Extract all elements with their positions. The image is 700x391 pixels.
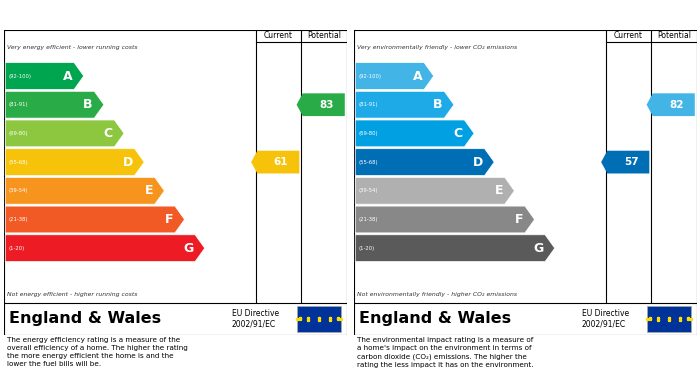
Polygon shape	[5, 91, 104, 118]
Text: Not energy efficient - higher running costs: Not energy efficient - higher running co…	[7, 292, 137, 297]
Text: Potential: Potential	[307, 31, 341, 41]
Text: (92-100): (92-100)	[8, 74, 32, 79]
Text: Very energy efficient - lower running costs: Very energy efficient - lower running co…	[7, 45, 138, 50]
Text: C: C	[454, 127, 463, 140]
Text: (81-91): (81-91)	[8, 102, 28, 107]
Text: Current: Current	[264, 31, 293, 41]
Polygon shape	[5, 178, 164, 204]
Text: (21-38): (21-38)	[8, 217, 28, 222]
Text: B: B	[83, 98, 92, 111]
Polygon shape	[251, 151, 300, 174]
Text: 61: 61	[274, 157, 288, 167]
Bar	[297, 306, 342, 332]
Text: 57: 57	[624, 157, 638, 167]
Polygon shape	[355, 206, 535, 233]
Text: The energy efficiency rating is a measure of the
overall efficiency of a home. T: The energy efficiency rating is a measur…	[7, 337, 188, 367]
Text: England & Wales: England & Wales	[8, 312, 161, 326]
Polygon shape	[5, 149, 144, 176]
Text: Energy Efficiency Rating: Energy Efficiency Rating	[8, 9, 153, 22]
Text: EU Directive
2002/91/EC: EU Directive 2002/91/EC	[582, 309, 629, 329]
Polygon shape	[355, 235, 554, 262]
Text: F: F	[164, 213, 173, 226]
Text: E: E	[494, 184, 503, 197]
Text: C: C	[104, 127, 113, 140]
Text: England & Wales: England & Wales	[358, 312, 511, 326]
Text: 83: 83	[319, 100, 334, 110]
Polygon shape	[355, 91, 454, 118]
Text: Very environmentally friendly - lower CO₂ emissions: Very environmentally friendly - lower CO…	[357, 45, 517, 50]
Text: (69-80): (69-80)	[358, 131, 378, 136]
Text: Environmental Impact (CO₂) Rating: Environmental Impact (CO₂) Rating	[358, 9, 566, 22]
Text: A: A	[413, 70, 422, 83]
Text: (39-54): (39-54)	[8, 188, 28, 193]
Polygon shape	[647, 93, 695, 116]
Text: (1-20): (1-20)	[358, 246, 375, 251]
Text: A: A	[63, 70, 72, 83]
Text: (1-20): (1-20)	[8, 246, 25, 251]
Text: D: D	[473, 156, 483, 169]
Polygon shape	[355, 63, 434, 90]
Text: B: B	[433, 98, 442, 111]
Text: E: E	[144, 184, 153, 197]
Text: F: F	[514, 213, 523, 226]
Text: (69-80): (69-80)	[8, 131, 28, 136]
Polygon shape	[355, 149, 494, 176]
Text: (55-68): (55-68)	[358, 160, 378, 165]
Polygon shape	[5, 235, 204, 262]
Text: Current: Current	[614, 31, 643, 41]
Polygon shape	[5, 120, 124, 147]
Text: D: D	[122, 156, 133, 169]
Polygon shape	[355, 120, 474, 147]
Text: 82: 82	[669, 100, 684, 110]
Bar	[647, 306, 692, 332]
Polygon shape	[5, 206, 185, 233]
Text: (92-100): (92-100)	[358, 74, 382, 79]
Text: (21-38): (21-38)	[358, 217, 378, 222]
Text: (39-54): (39-54)	[358, 188, 378, 193]
Text: Not environmentally friendly - higher CO₂ emissions: Not environmentally friendly - higher CO…	[357, 292, 517, 297]
Text: (55-68): (55-68)	[8, 160, 28, 165]
Text: The environmental impact rating is a measure of
a home's impact on the environme: The environmental impact rating is a mea…	[357, 337, 533, 368]
Polygon shape	[297, 93, 345, 116]
Text: G: G	[533, 242, 543, 255]
Text: G: G	[183, 242, 193, 255]
Polygon shape	[5, 63, 84, 90]
Text: Potential: Potential	[657, 31, 691, 41]
Text: (81-91): (81-91)	[358, 102, 378, 107]
Polygon shape	[601, 151, 650, 174]
Text: EU Directive
2002/91/EC: EU Directive 2002/91/EC	[232, 309, 279, 329]
Polygon shape	[355, 178, 514, 204]
